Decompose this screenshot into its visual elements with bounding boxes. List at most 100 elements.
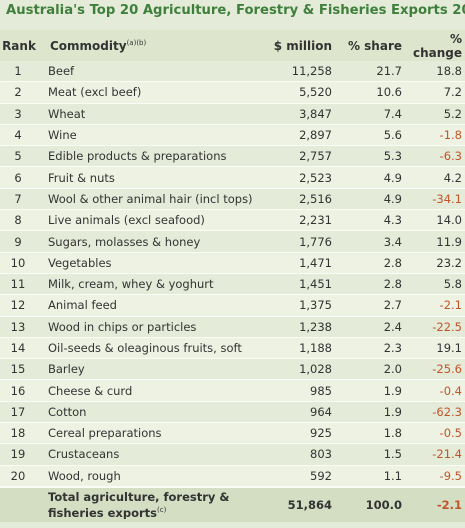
cell-change: -0.4 — [402, 384, 462, 398]
table-header: Rank Commodity(a)(b) $ million % share %… — [0, 30, 465, 61]
cell-rank: 13 — [0, 320, 36, 334]
total-label-text: Total agriculture, forestry & fisheries … — [48, 491, 229, 520]
cell-share: 1.8 — [332, 426, 402, 440]
cell-change: -62.3 — [402, 405, 462, 419]
cell-share: 2.8 — [332, 277, 402, 291]
table-row: 12 Animal feed 1,375 2.7 -2.1 — [0, 295, 465, 316]
cell-commodity: Oil-seeds & oleaginous fruits, soft — [36, 341, 264, 355]
cell-commodity: Meat (excl beef) — [36, 85, 264, 99]
cell-change: 18.8 — [402, 64, 462, 78]
cell-change: -9.5 — [402, 469, 462, 483]
cell-rank: 17 — [0, 405, 36, 419]
cell-million: 592 — [264, 469, 332, 483]
table-row: 10 Vegetables 1,471 2.8 23.2 — [0, 253, 465, 274]
cell-share: 2.0 — [332, 362, 402, 376]
cell-share: 1.5 — [332, 447, 402, 461]
table-row: 5 Edible products & preparations 2,757 5.3 -… — [0, 146, 465, 167]
cell-share: 4.9 — [332, 171, 402, 185]
cell-commodity: Crustaceans — [36, 447, 264, 461]
cell-million: 925 — [264, 426, 332, 440]
cell-million: 964 — [264, 405, 332, 419]
cell-rank: 20 — [0, 469, 36, 483]
cell-share: 21.7 — [332, 64, 402, 78]
cell-rank: 16 — [0, 384, 36, 398]
total-million: 51,864 — [264, 498, 332, 512]
cell-change: 23.2 — [402, 256, 462, 270]
cell-rank: 7 — [0, 192, 36, 206]
cell-commodity: Wool & other animal hair (incl tops) — [36, 192, 264, 206]
total-row: Total agriculture, forestry & fisheries … — [0, 487, 465, 522]
cell-share: 1.1 — [332, 469, 402, 483]
cell-change: 7.2 — [402, 85, 462, 99]
cell-share: 7.4 — [332, 107, 402, 121]
table-row: 19 Crustaceans 803 1.5 -21.4 — [0, 444, 465, 465]
cell-million: 2,231 — [264, 213, 332, 227]
cell-commodity: Wheat — [36, 107, 264, 121]
cell-change: 11.9 — [402, 235, 462, 249]
table-row: 8 Live animals (excl seafood) 2,231 4.3 14.0 — [0, 210, 465, 231]
header-commodity-label: Commodity — [50, 39, 127, 53]
table-row: 14 Oil-seeds & oleaginous fruits, soft 1,1… — [0, 338, 465, 359]
cell-rank: 8 — [0, 213, 36, 227]
cell-commodity: Live animals (excl seafood) — [36, 213, 264, 227]
cell-rank: 12 — [0, 298, 36, 312]
cell-million: 1,451 — [264, 277, 332, 291]
cell-rank: 1 — [0, 64, 36, 78]
cell-million: 1,188 — [264, 341, 332, 355]
table-title: Australia's Top 20 Agriculture, Forestry… — [0, 0, 465, 22]
cell-rank: 18 — [0, 426, 36, 440]
table-row: 3 Wheat 3,847 7.4 5.2 — [0, 104, 465, 125]
cell-rank: 4 — [0, 128, 36, 142]
table-row: 6 Fruit & nuts 2,523 4.9 4.2 — [0, 167, 465, 188]
table-row: 4 Wine 2,897 5.6 -1.8 — [0, 125, 465, 146]
cell-change: 19.1 — [402, 341, 462, 355]
cell-million: 1,471 — [264, 256, 332, 270]
cell-commodity: Cereal preparations — [36, 426, 264, 440]
cell-commodity: Fruit & nuts — [36, 171, 264, 185]
cell-million: 2,523 — [264, 171, 332, 185]
cell-share: 2.7 — [332, 298, 402, 312]
table-row: 1 Beef 11,258 21.7 18.8 — [0, 61, 465, 82]
table-row: 2 Meat (excl beef) 5,520 10.6 7.2 — [0, 82, 465, 103]
cell-rank: 10 — [0, 256, 36, 270]
cell-commodity: Cheese & curd — [36, 384, 264, 398]
total-share: 100.0 — [332, 498, 402, 512]
cell-share: 1.9 — [332, 384, 402, 398]
cell-share: 4.9 — [332, 192, 402, 206]
cell-share: 1.9 — [332, 405, 402, 419]
cell-change: -6.3 — [402, 149, 462, 163]
cell-million: 3,847 — [264, 107, 332, 121]
cell-million: 985 — [264, 384, 332, 398]
cell-rank: 9 — [0, 235, 36, 249]
cell-million: 11,258 — [264, 64, 332, 78]
cell-share: 5.3 — [332, 149, 402, 163]
cell-rank: 3 — [0, 107, 36, 121]
cell-million: 1,238 — [264, 320, 332, 334]
cell-change: 14.0 — [402, 213, 462, 227]
cell-million: 803 — [264, 447, 332, 461]
cell-change: -25.6 — [402, 362, 462, 376]
cell-rank: 15 — [0, 362, 36, 376]
cell-million: 2,516 — [264, 192, 332, 206]
cell-commodity: Wood in chips or particles — [36, 320, 264, 334]
header-change: % change — [402, 32, 462, 60]
header-commodity: Commodity(a)(b) — [38, 39, 264, 53]
header-rank: Rank — [0, 39, 38, 53]
cell-change: -34.1 — [402, 192, 462, 206]
cell-rank: 11 — [0, 277, 36, 291]
table-row: 18 Cereal preparations 925 1.8 -0.5 — [0, 423, 465, 444]
cell-change: 4.2 — [402, 171, 462, 185]
cell-commodity: Cotton — [36, 405, 264, 419]
cell-million: 5,520 — [264, 85, 332, 99]
cell-commodity: Beef — [36, 64, 264, 78]
table-row: 7 Wool & other animal hair (incl tops) 2,5… — [0, 189, 465, 210]
cell-change: -0.5 — [402, 426, 462, 440]
cell-commodity: Wood, rough — [36, 469, 264, 483]
cell-rank: 2 — [0, 85, 36, 99]
table-row: 15 Barley 1,028 2.0 -25.6 — [0, 359, 465, 380]
header-commodity-footnote: (a)(b) — [127, 39, 147, 47]
cell-share: 2.4 — [332, 320, 402, 334]
total-label: Total agriculture, forestry & fisheries … — [36, 491, 264, 520]
cell-share: 4.3 — [332, 213, 402, 227]
